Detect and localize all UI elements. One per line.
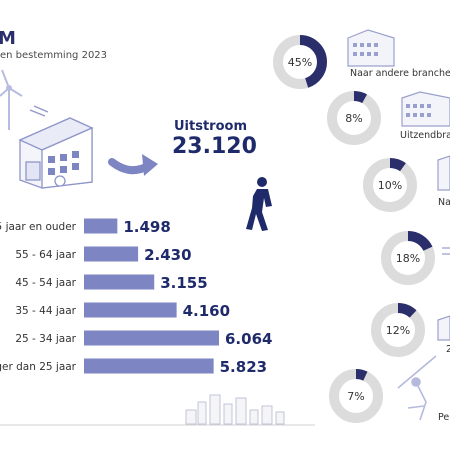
- bar-category-label: 55 - 64 jaar: [15, 249, 76, 261]
- destination-donuts: 45% Naar andere branches 8% Uitzendbran 10% N…: [273, 35, 450, 423]
- fishing-person-icon: [397, 355, 437, 421]
- donut-slice: [327, 91, 381, 145]
- bar: [84, 218, 118, 234]
- factory-icon: [18, 105, 94, 189]
- donut-percentage-label: 7%: [347, 390, 364, 403]
- donut-percentage-label: 8%: [345, 112, 362, 125]
- donut-destination-label: Pe: [438, 412, 449, 423]
- donut-slice: [371, 303, 425, 357]
- city-skyline-icon: [185, 394, 285, 425]
- outflow-value: 23.120: [172, 134, 257, 159]
- donut-slice: [329, 369, 383, 423]
- bar-value-label: 4.160: [183, 302, 230, 320]
- bar-value-label: 1.498: [123, 218, 170, 236]
- donut-percentage-label: 45%: [288, 56, 312, 69]
- donut-percentage-label: 18%: [396, 252, 420, 265]
- bar: [84, 330, 219, 346]
- bar-value-label: 2.430: [144, 246, 191, 264]
- donut-destination-label: Naa: [438, 197, 450, 208]
- office-building-icon: [347, 29, 450, 341]
- page-subtitle: en bestemming 2023: [0, 50, 108, 61]
- wind-turbine-icon: [0, 69, 23, 130]
- donut-destination-label: 2: [446, 344, 450, 355]
- bar: [84, 274, 155, 290]
- age-bar-chart: 65 jaar en ouder 1.498 55 - 64 jaar 2.430 45…: [0, 218, 272, 376]
- bar-category-label: 65 jaar en ouder: [0, 221, 77, 233]
- donut-slice: [273, 35, 327, 89]
- donut-slice: [363, 158, 417, 212]
- bar-value-label: 3.155: [160, 274, 207, 292]
- bar-value-label: 6.064: [225, 330, 272, 348]
- bar-category-label: nger dan 25 jaar: [0, 361, 77, 373]
- bar-category-label: 35 - 44 jaar: [15, 305, 76, 317]
- bar: [84, 246, 139, 262]
- donut-percentage-label: 12%: [386, 324, 410, 337]
- page-title: M: [0, 28, 16, 49]
- donut-slice: [381, 231, 435, 285]
- donut-destination-label: Naar andere branches: [350, 68, 450, 79]
- walking-person-icon: [246, 177, 272, 231]
- bar-category-label: 45 - 54 jaar: [15, 277, 76, 289]
- bar-category-label: 25 - 34 jaar: [15, 333, 76, 345]
- bar: [84, 358, 214, 374]
- donut-destination-label: Uitzendbran: [400, 130, 450, 141]
- donut-percentage-label: 10%: [378, 179, 402, 192]
- bar-value-label: 5.823: [220, 358, 267, 376]
- arrow-icon: [108, 154, 158, 176]
- outflow-label: Uitstroom: [174, 119, 247, 134]
- bar: [84, 302, 177, 318]
